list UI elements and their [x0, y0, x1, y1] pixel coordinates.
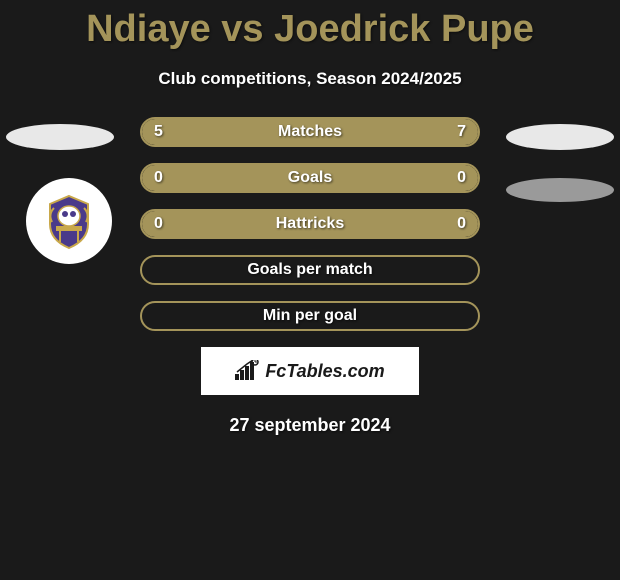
stat-row: 5 7 Matches	[140, 117, 480, 147]
stat-value-right: 0	[457, 215, 466, 233]
stat-label: Matches	[278, 123, 342, 141]
stat-value-left: 0	[154, 215, 163, 233]
watermark-text: FcTables.com	[265, 361, 384, 382]
watermark: FcTables.com	[201, 347, 419, 395]
stat-row: Min per goal	[140, 301, 480, 331]
stat-fill-left	[142, 165, 310, 191]
page-title: Ndiaye vs Joedrick Pupe	[0, 0, 620, 51]
stat-row: 0 0 Hattricks	[140, 209, 480, 239]
stat-label: Hattricks	[276, 215, 344, 233]
stat-value-right: 7	[457, 123, 466, 141]
fctables-logo-icon	[235, 360, 261, 382]
page-subtitle: Club competitions, Season 2024/2025	[0, 69, 620, 89]
stat-value-left: 5	[154, 123, 163, 141]
stat-row: 0 0 Goals	[140, 163, 480, 193]
stat-value-right: 0	[457, 169, 466, 187]
footer-date: 27 september 2024	[0, 415, 620, 436]
stat-row: Goals per match	[140, 255, 480, 285]
stat-label: Goals	[288, 169, 332, 187]
stat-label: Min per goal	[263, 307, 357, 325]
stat-value-left: 0	[154, 169, 163, 187]
stat-label: Goals per match	[247, 261, 372, 279]
stat-fill-right	[310, 165, 478, 191]
stats-container: 5 7 Matches 0 0 Goals 0 0 Hattricks Goals per mat…	[0, 117, 620, 331]
